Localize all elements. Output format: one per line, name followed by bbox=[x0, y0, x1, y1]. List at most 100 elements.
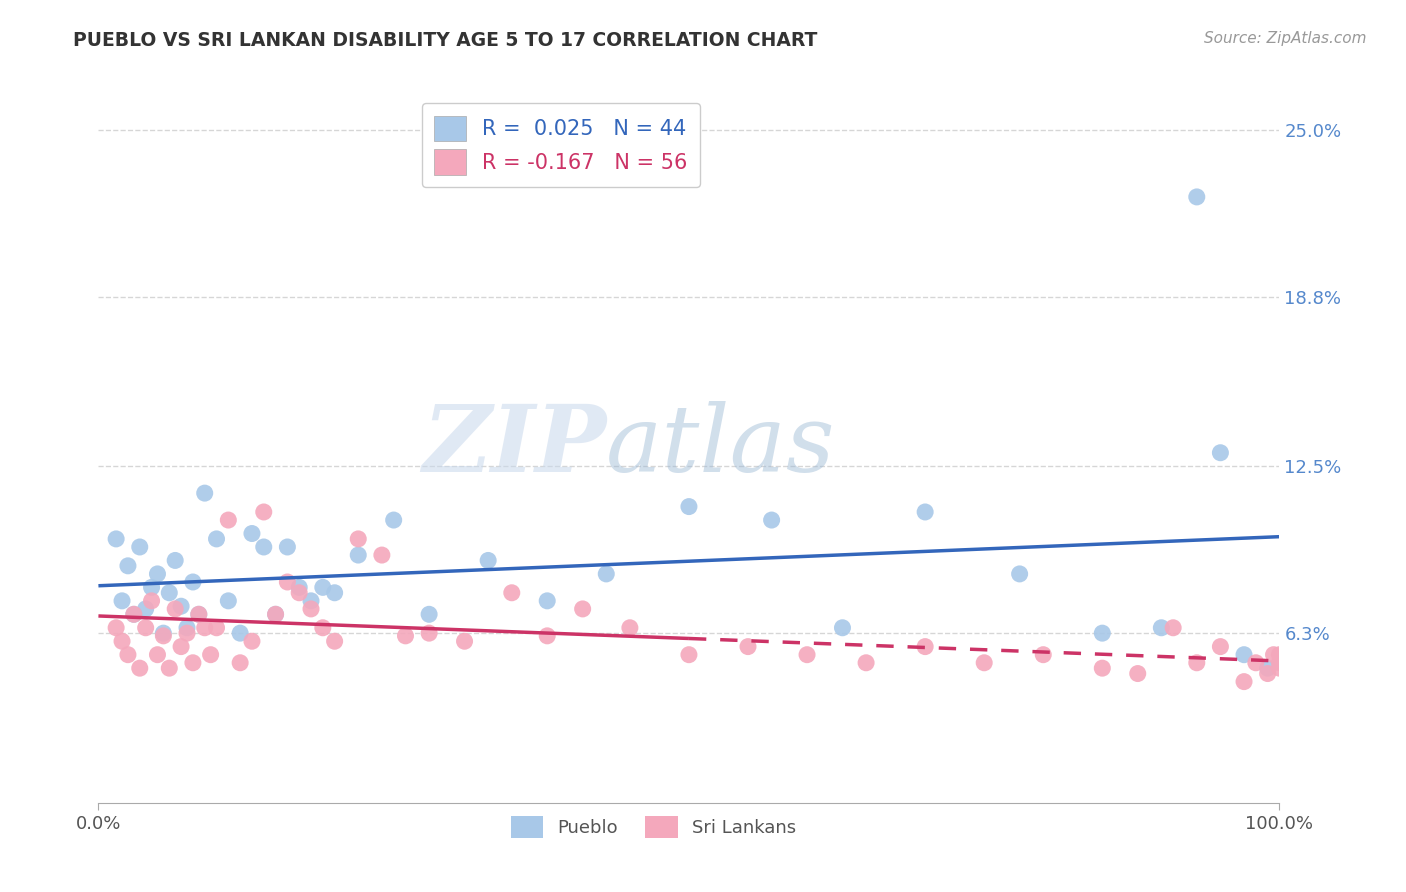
Text: atlas: atlas bbox=[606, 401, 835, 491]
Point bbox=[418, 607, 440, 622]
Point bbox=[176, 621, 198, 635]
Point bbox=[536, 629, 558, 643]
Point bbox=[105, 532, 128, 546]
Point bbox=[312, 580, 335, 594]
Point bbox=[1263, 648, 1285, 662]
Point bbox=[264, 607, 287, 622]
Point bbox=[194, 621, 217, 635]
Point bbox=[1268, 656, 1291, 670]
Point bbox=[501, 586, 523, 600]
Point bbox=[146, 648, 169, 662]
Point bbox=[135, 621, 157, 635]
Point bbox=[973, 656, 995, 670]
Point bbox=[229, 656, 252, 670]
Point bbox=[187, 607, 209, 622]
Point bbox=[253, 540, 276, 554]
Point bbox=[855, 656, 877, 670]
Point bbox=[128, 661, 150, 675]
Point bbox=[678, 648, 700, 662]
Point bbox=[1091, 661, 1114, 675]
Point bbox=[536, 594, 558, 608]
Point bbox=[276, 574, 298, 589]
Point bbox=[217, 513, 239, 527]
Point bbox=[288, 580, 311, 594]
Point bbox=[299, 602, 322, 616]
Point bbox=[229, 626, 252, 640]
Point bbox=[418, 626, 440, 640]
Point bbox=[181, 656, 204, 670]
Point bbox=[914, 505, 936, 519]
Point bbox=[194, 486, 217, 500]
Point bbox=[122, 607, 145, 622]
Point bbox=[1257, 661, 1279, 675]
Legend: Pueblo, Sri Lankans: Pueblo, Sri Lankans bbox=[503, 809, 804, 845]
Point bbox=[1233, 648, 1256, 662]
Point bbox=[128, 540, 150, 554]
Point bbox=[914, 640, 936, 654]
Text: Source: ZipAtlas.com: Source: ZipAtlas.com bbox=[1204, 31, 1367, 46]
Point bbox=[181, 574, 204, 589]
Point bbox=[157, 586, 180, 600]
Point bbox=[122, 607, 145, 622]
Point bbox=[737, 640, 759, 654]
Point bbox=[200, 648, 222, 662]
Point bbox=[141, 594, 163, 608]
Point bbox=[571, 602, 593, 616]
Point bbox=[796, 648, 818, 662]
Point bbox=[276, 540, 298, 554]
Point bbox=[382, 513, 405, 527]
Point bbox=[1161, 621, 1184, 635]
Point bbox=[394, 629, 416, 643]
Point bbox=[170, 640, 193, 654]
Point bbox=[240, 526, 263, 541]
Point bbox=[1008, 566, 1031, 581]
Point bbox=[831, 621, 853, 635]
Point bbox=[1257, 666, 1279, 681]
Point bbox=[678, 500, 700, 514]
Point bbox=[1268, 661, 1291, 675]
Point bbox=[1185, 190, 1208, 204]
Point bbox=[1185, 656, 1208, 670]
Text: PUEBLO VS SRI LANKAN DISABILITY AGE 5 TO 17 CORRELATION CHART: PUEBLO VS SRI LANKAN DISABILITY AGE 5 TO… bbox=[73, 31, 817, 50]
Point bbox=[453, 634, 475, 648]
Point bbox=[595, 566, 617, 581]
Point bbox=[176, 626, 198, 640]
Point bbox=[312, 621, 335, 635]
Point bbox=[152, 626, 174, 640]
Point bbox=[1032, 648, 1054, 662]
Point bbox=[299, 594, 322, 608]
Point bbox=[240, 634, 263, 648]
Point bbox=[1233, 674, 1256, 689]
Point bbox=[117, 648, 139, 662]
Point bbox=[205, 532, 228, 546]
Point bbox=[165, 602, 187, 616]
Point bbox=[187, 607, 209, 622]
Point bbox=[288, 586, 311, 600]
Point bbox=[205, 621, 228, 635]
Point bbox=[105, 621, 128, 635]
Point bbox=[117, 558, 139, 573]
Point bbox=[761, 513, 783, 527]
Point bbox=[253, 505, 276, 519]
Point bbox=[1150, 621, 1173, 635]
Point bbox=[477, 553, 499, 567]
Point bbox=[217, 594, 239, 608]
Point bbox=[1244, 656, 1267, 670]
Text: ZIP: ZIP bbox=[422, 401, 606, 491]
Point bbox=[323, 634, 346, 648]
Point bbox=[111, 594, 134, 608]
Point bbox=[347, 532, 370, 546]
Point bbox=[141, 580, 163, 594]
Point bbox=[157, 661, 180, 675]
Point bbox=[146, 566, 169, 581]
Point bbox=[1268, 648, 1291, 662]
Point bbox=[1209, 640, 1232, 654]
Point bbox=[323, 586, 346, 600]
Point bbox=[371, 548, 394, 562]
Point bbox=[264, 607, 287, 622]
Point bbox=[111, 634, 134, 648]
Point bbox=[152, 629, 174, 643]
Point bbox=[1126, 666, 1149, 681]
Point bbox=[619, 621, 641, 635]
Point bbox=[1091, 626, 1114, 640]
